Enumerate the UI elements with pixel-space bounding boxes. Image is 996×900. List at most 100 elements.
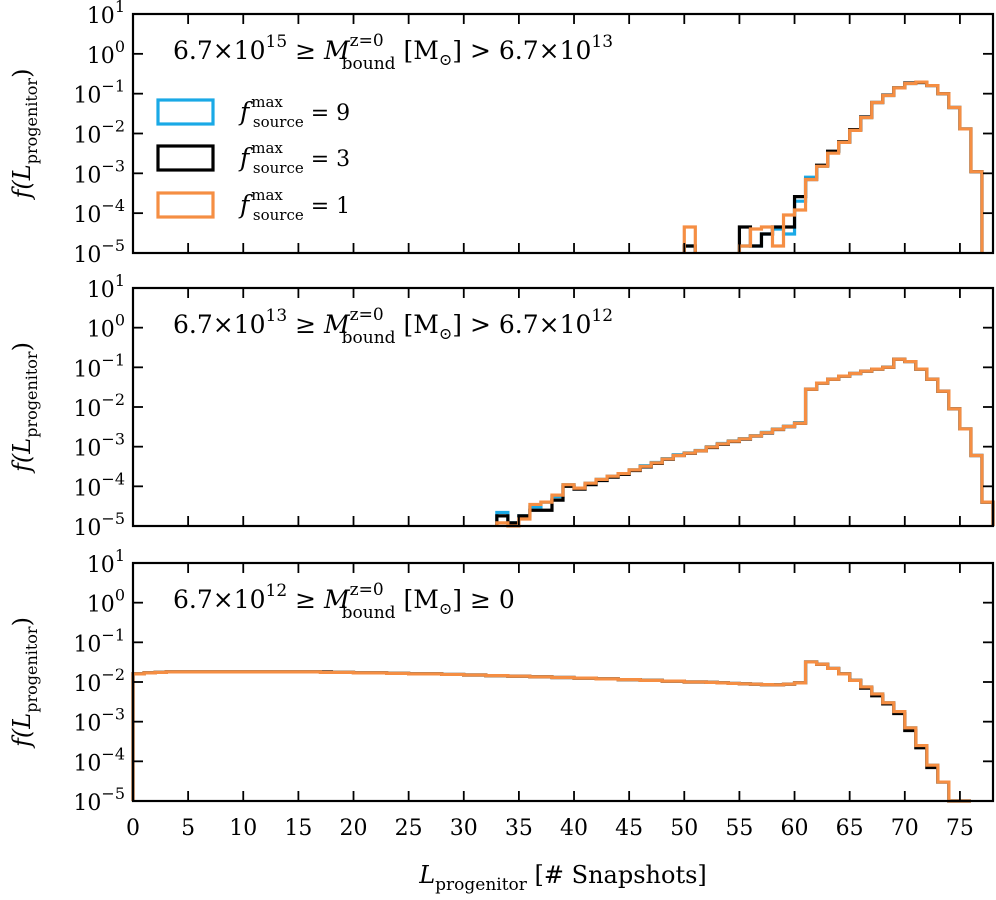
- legend-swatch-1: [156, 98, 215, 126]
- legend-label-2: f max source = 3: [238, 139, 350, 177]
- x-tick-label: 50: [670, 816, 698, 841]
- x-label-symbol: L: [418, 861, 435, 889]
- x-tick-label-text: 15: [284, 816, 312, 841]
- y-axis-label: f(Lprogenitor): [8, 342, 41, 474]
- annotation-prefix: 6.7×10: [173, 310, 266, 339]
- y-tick-base: 10: [73, 791, 101, 816]
- y-tick-label: 101: [87, 271, 125, 303]
- annotation-relation: >: [462, 36, 499, 65]
- legend: f max source = 9 f max source = 3 f max source =…: [156, 93, 350, 224]
- y-tick-base: 10: [73, 632, 101, 657]
- x-tick-label: 40: [560, 816, 588, 841]
- y-label-subscript: progenitor: [22, 351, 41, 438]
- y-tick-label: 10−4: [73, 744, 125, 776]
- annotation-relation: ≥: [462, 585, 499, 614]
- y-tick-base: 10: [87, 593, 115, 618]
- x-tick-label-text: 65: [836, 816, 864, 841]
- annotation-close-bracket: ]: [452, 310, 462, 339]
- x-tick-label-text: 10: [229, 816, 257, 841]
- y-tick-exponent: −3: [101, 705, 125, 724]
- annotation-mass-symbol: ≥ M: [287, 36, 351, 65]
- series-line-3: [682, 80, 984, 253]
- x-tick-label-text: 5: [181, 816, 195, 841]
- y-tick-base: 10: [73, 357, 101, 382]
- series-line-3: [131, 660, 971, 803]
- y-tick-label: 100: [87, 311, 125, 343]
- y-tick-base: 10: [73, 672, 101, 697]
- x-tick-label-text: 25: [395, 816, 423, 841]
- x-tick-label: 35: [505, 816, 533, 841]
- y-tick-base: 10: [73, 751, 101, 776]
- y-tick-label: 10−5: [73, 509, 125, 541]
- annotation-superscript: z=0: [350, 580, 384, 600]
- legend-sup: max: [251, 93, 283, 111]
- x-tick-label-text: 75: [946, 816, 974, 841]
- annotation-tail: 6.7×10: [499, 36, 592, 65]
- annotation-mass-symbol: ≥ M: [287, 310, 351, 339]
- y-tick-exponent: −5: [101, 236, 125, 255]
- annotation-exponent-2: 12: [591, 306, 613, 326]
- x-tick-label: 20: [340, 816, 368, 841]
- legend-label-3: f max source = 1: [238, 186, 350, 224]
- x-tick-label-text: 40: [560, 816, 588, 841]
- y-tick-exponent: −2: [101, 665, 125, 684]
- y-tick-label: 10−5: [73, 784, 125, 816]
- y-tick-base: 10: [73, 476, 101, 501]
- x-tick-label: 55: [725, 816, 753, 841]
- annotation-exponent-2: 13: [591, 32, 613, 52]
- legend-f: f: [238, 190, 253, 219]
- y-tick-label: 101: [87, 0, 125, 29]
- legend-swatch-2: [156, 144, 215, 172]
- y-tick-label: 100: [87, 586, 125, 618]
- series-line-3: [495, 357, 995, 528]
- series-line-1: [682, 80, 984, 253]
- x-tick-label-text: 50: [670, 816, 698, 841]
- y-tick-exponent: 1: [115, 0, 125, 16]
- legend-f: f: [238, 143, 253, 172]
- annotation-prefix: 6.7×10: [173, 585, 266, 614]
- y-tick-label: 10−1: [73, 625, 125, 657]
- y-label-subscript: progenitor: [22, 78, 41, 165]
- annotation-exponent: 12: [266, 581, 288, 601]
- y-tick-exponent: −1: [101, 350, 125, 369]
- y-label-symbol: f(L: [8, 438, 36, 474]
- x-tick-label-text: 35: [505, 816, 533, 841]
- x-tick-label: 65: [836, 816, 864, 841]
- annotation-subscript: bound: [342, 54, 396, 74]
- y-tick-base: 10: [73, 124, 101, 149]
- series-line-2: [131, 660, 971, 803]
- y-tick-base: 10: [73, 712, 101, 737]
- y-tick-exponent: 0: [115, 37, 125, 56]
- y-axis-label: f(Lprogenitor): [8, 617, 41, 749]
- y-tick-exponent: −1: [101, 77, 125, 96]
- legend-sup: max: [251, 186, 283, 204]
- series-line-1: [131, 660, 971, 803]
- y-tick-exponent: 0: [115, 586, 125, 605]
- series-line-2: [495, 357, 995, 526]
- annotation-unit: [M: [396, 36, 439, 65]
- legend-label-1: f max source = 9: [238, 93, 350, 131]
- y-tick-label: 100: [87, 37, 125, 69]
- y-label-symbol: f(L: [8, 164, 36, 200]
- annotation-tail: 6.7×10: [499, 310, 592, 339]
- y-tick-base: 10: [73, 243, 101, 268]
- y-tick-base: 10: [73, 84, 101, 109]
- annotation-subscript: bound: [342, 328, 396, 348]
- annotation-sun-symbol: ⊙: [439, 50, 452, 69]
- y-label-subscript: progenitor: [22, 626, 41, 713]
- y-tick-base: 10: [87, 553, 115, 578]
- y-tick-label: 10−3: [73, 705, 125, 737]
- y-tick-label: 101: [87, 546, 125, 578]
- x-tick-label: 25: [395, 816, 423, 841]
- y-tick-base: 10: [87, 4, 115, 29]
- y-tick-exponent: −4: [101, 469, 125, 488]
- y-tick-exponent: −3: [101, 156, 125, 175]
- x-label-subscript: progenitor: [435, 875, 528, 895]
- y-label-close: ): [8, 342, 36, 351]
- legend-swatch-3: [156, 191, 215, 219]
- legend-eq: = 1: [304, 194, 350, 219]
